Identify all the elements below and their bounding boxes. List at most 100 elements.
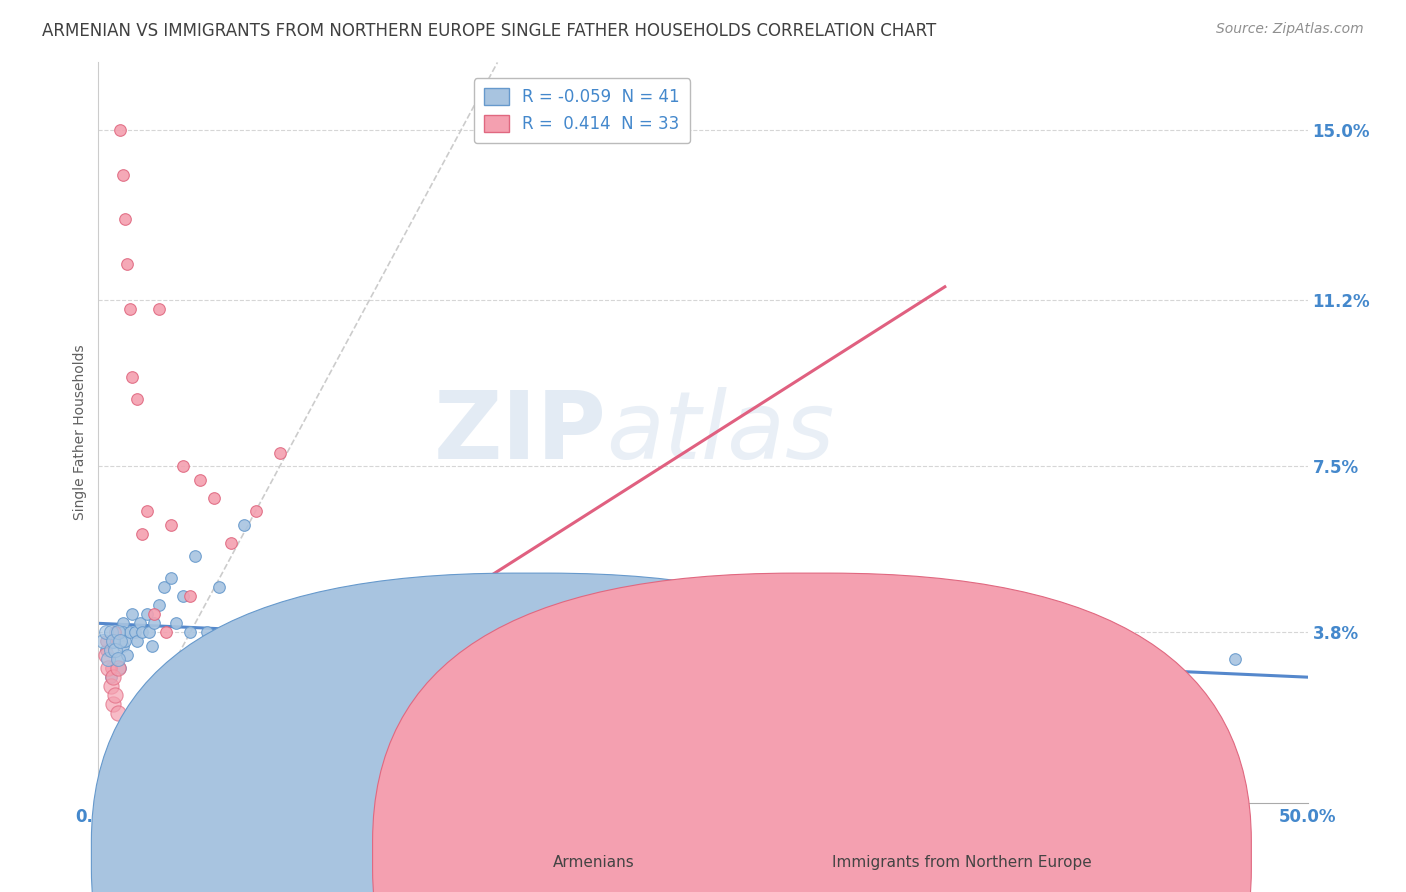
Point [143, 616, 166, 631]
Point [179, 590, 201, 604]
Point [716, 625, 738, 640]
Point [104, 643, 127, 657]
Point [837, 661, 859, 675]
Point [108, 634, 131, 648]
Point [107, 706, 129, 720]
Point [107, 661, 129, 675]
Point [100, 670, 122, 684]
Point [121, 369, 143, 384]
Point [619, 670, 641, 684]
Point [208, 581, 231, 595]
Point [148, 302, 170, 317]
Legend: R = -0.059  N = 41, R =  0.414  N = 33: R = -0.059 N = 41, R = 0.414 N = 33 [474, 78, 690, 143]
Point [100, 661, 122, 675]
Point [94, 625, 117, 640]
Point [107, 652, 129, 666]
Point [184, 549, 207, 563]
Point [957, 683, 980, 698]
Point [108, 122, 131, 136]
Point [94, 648, 117, 662]
Point [232, 517, 254, 532]
Y-axis label: Single Father Households: Single Father Households [73, 345, 87, 520]
Point [353, 625, 375, 640]
Point [426, 625, 449, 640]
Point [172, 459, 194, 474]
Point [377, 661, 399, 675]
Point [523, 625, 546, 640]
Point [121, 607, 143, 622]
Point [172, 590, 194, 604]
Point [135, 504, 157, 518]
Point [104, 625, 127, 640]
Text: Immigrants from Northern Europe: Immigrants from Northern Europe [832, 855, 1092, 870]
Point [981, 625, 1004, 640]
Point [101, 670, 124, 684]
Point [131, 625, 153, 640]
Point [117, 257, 139, 271]
Point [107, 652, 129, 666]
Point [111, 639, 134, 653]
Point [179, 625, 201, 640]
Point [117, 648, 139, 662]
Point [305, 625, 328, 640]
Point [152, 581, 174, 595]
Text: ARMENIAN VS IMMIGRANTS FROM NORTHERN EUROPE SINGLE FATHER HOUSEHOLDS CORRELATION: ARMENIAN VS IMMIGRANTS FROM NORTHERN EUR… [42, 22, 936, 40]
Point [91, 634, 114, 648]
Point [619, 625, 641, 640]
Text: Armenians: Armenians [553, 855, 634, 870]
Point [148, 599, 170, 613]
Point [94, 634, 117, 648]
Point [269, 446, 291, 460]
Point [118, 302, 141, 317]
Point [155, 625, 177, 640]
Point [127, 634, 149, 648]
Point [124, 625, 146, 640]
Point [281, 625, 304, 640]
Point [837, 625, 859, 640]
Point [101, 634, 124, 648]
Point [100, 679, 122, 693]
Point [111, 625, 134, 640]
Point [474, 683, 496, 698]
Point [1054, 625, 1077, 640]
Point [740, 625, 762, 640]
Point [97, 661, 120, 675]
Point [188, 473, 211, 487]
Point [128, 616, 150, 631]
Point [100, 643, 122, 657]
Point [204, 491, 226, 505]
Point [114, 634, 136, 648]
Point [104, 688, 127, 702]
Point [245, 504, 267, 518]
Point [118, 625, 141, 640]
Point [910, 625, 932, 640]
Point [131, 526, 153, 541]
Point [195, 625, 218, 640]
Text: ZIP: ZIP [433, 386, 606, 479]
Point [138, 625, 160, 640]
Point [114, 212, 136, 227]
Point [160, 571, 183, 585]
Point [94, 643, 117, 657]
Point [100, 625, 122, 640]
Point [104, 625, 127, 640]
Point [97, 652, 120, 666]
Point [107, 625, 129, 640]
Point [108, 661, 131, 675]
Point [143, 607, 166, 622]
Point [111, 168, 134, 182]
Point [1128, 639, 1150, 653]
Text: Source: ZipAtlas.com: Source: ZipAtlas.com [1216, 22, 1364, 37]
Text: atlas: atlas [606, 387, 835, 478]
Point [1054, 670, 1077, 684]
Point [135, 607, 157, 622]
Point [111, 616, 134, 631]
Point [1223, 652, 1246, 666]
Point [165, 616, 187, 631]
Point [141, 639, 163, 653]
Point [160, 517, 183, 532]
Point [101, 634, 124, 648]
Point [221, 535, 243, 549]
Point [127, 392, 149, 406]
Point [101, 697, 124, 711]
